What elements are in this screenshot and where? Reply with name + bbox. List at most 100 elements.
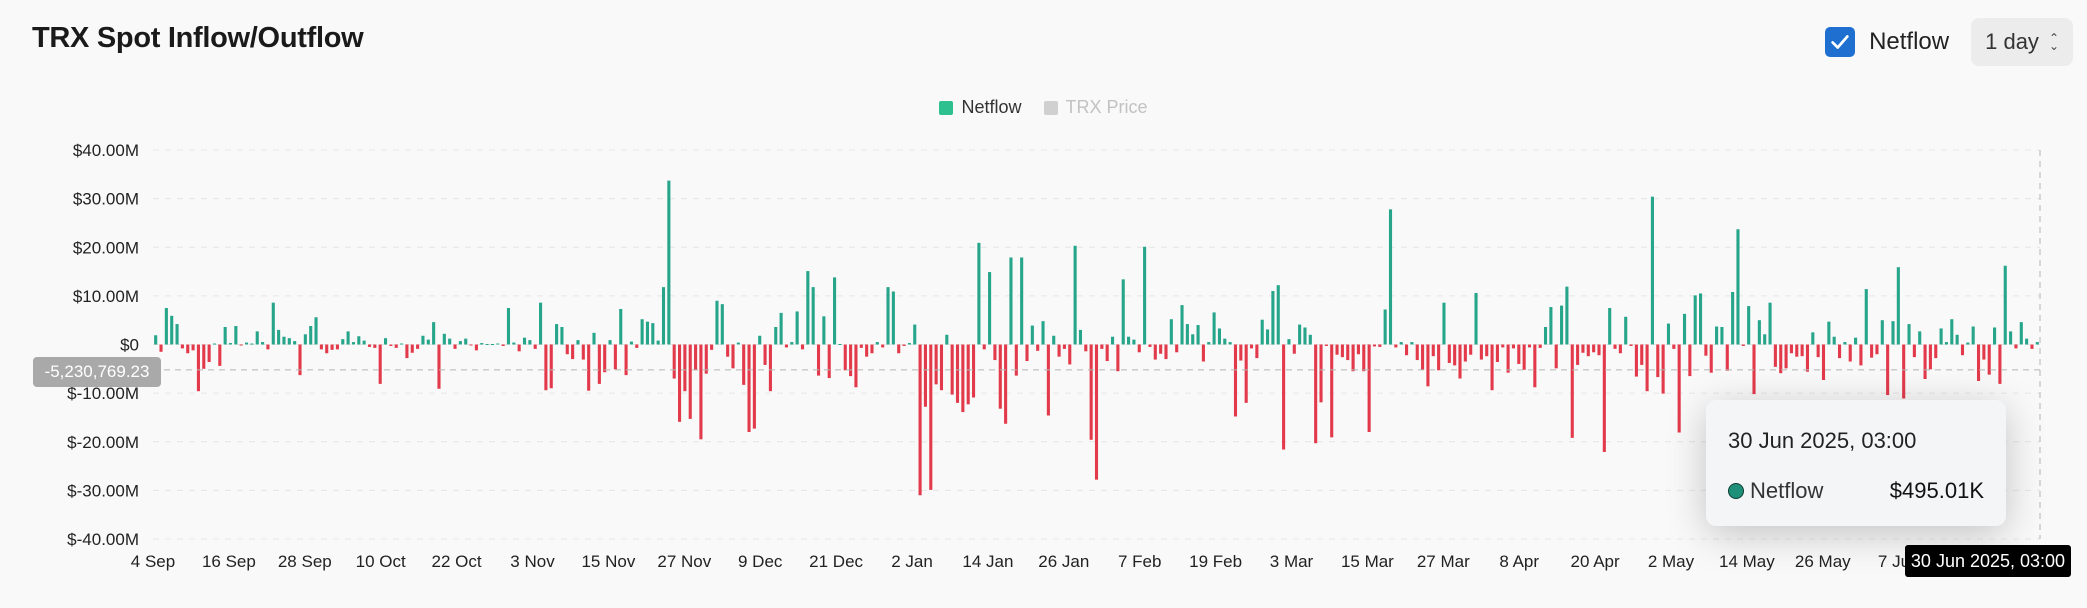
netflow-bar	[1934, 344, 1938, 359]
netflow-bar	[1565, 286, 1569, 345]
netflow-bar	[1356, 344, 1360, 355]
netflow-bar	[854, 344, 858, 388]
netflow-bar	[1426, 344, 1430, 387]
netflow-bar	[1490, 344, 1494, 391]
netflow-bar	[164, 308, 168, 345]
netflow-bar	[635, 344, 639, 348]
netflow-bar	[1944, 342, 1948, 345]
netflow-bar	[1292, 344, 1296, 354]
netflow-bar	[1485, 344, 1489, 357]
netflow-bar	[410, 344, 414, 353]
netflow-bar	[533, 344, 537, 349]
netflow-bar	[421, 335, 425, 345]
x-tick-label: 15 Nov	[581, 552, 635, 571]
netflow-bar	[1340, 344, 1344, 358]
netflow-toggle-label: Netflow	[1869, 28, 1950, 55]
x-tick-label: 26 Jan	[1038, 552, 1089, 571]
netflow-bar	[581, 344, 585, 360]
netflow-bar	[1399, 342, 1403, 345]
netflow-bar	[496, 343, 500, 345]
x-tick-label: 9 Dec	[738, 552, 783, 571]
netflow-bar	[1217, 328, 1221, 345]
netflow-bar	[667, 180, 671, 345]
y-tick-label: $-30.00M	[67, 481, 139, 500]
netflow-bar	[1693, 295, 1697, 345]
netflow-bar	[1116, 344, 1120, 372]
netflow-bar	[1533, 344, 1537, 388]
netflow-bar	[517, 344, 521, 352]
netflow-bar	[758, 335, 762, 345]
netflow-bar	[923, 344, 927, 407]
netflow-bar	[1634, 344, 1638, 377]
netflow-bar	[1303, 327, 1307, 345]
netflow-bar	[1100, 344, 1104, 349]
netflow-bar	[1950, 319, 1954, 345]
netflow-bar	[1009, 257, 1013, 345]
netflow-bar	[1196, 325, 1200, 345]
netflow-bar	[710, 344, 714, 350]
netflow-bar	[1469, 344, 1473, 355]
netflow-bar	[191, 344, 195, 351]
netflow-bar	[1581, 344, 1585, 353]
netflow-bar	[1372, 344, 1377, 347]
netflow-bar	[1410, 342, 1414, 345]
y-tick-label: $-10.00M	[67, 384, 139, 403]
netflow-bar	[1699, 293, 1703, 345]
netflow-bar	[544, 344, 548, 391]
interval-select[interactable]: 1 day ⌃ ⌄	[1971, 18, 2073, 66]
legend-label-netflow: Netflow	[961, 97, 1022, 117]
chart-legend: Netflow TRX Price	[0, 97, 2087, 118]
netflow-bar	[1105, 344, 1109, 362]
netflow-bar	[303, 334, 307, 345]
netflow-bar	[1837, 344, 1842, 359]
netflow-bar	[859, 344, 863, 348]
tooltip-series-dot	[1728, 483, 1744, 499]
netflow-bar	[1191, 334, 1195, 345]
netflow-bar	[1672, 344, 1676, 349]
legend-swatch-trx-price	[1043, 100, 1058, 115]
netflow-bar	[1447, 344, 1451, 363]
netflow-bar	[645, 321, 650, 345]
netflow-bar	[774, 327, 778, 345]
netflow-bar	[1859, 344, 1863, 366]
y-tick-label: $-20.00M	[67, 433, 139, 452]
netflow-bar	[1773, 344, 1777, 367]
netflow-bar	[1661, 344, 1665, 394]
netflow-bar	[1495, 344, 1499, 362]
tooltip-value: $495.01K	[1889, 478, 1984, 503]
netflow-bar	[790, 342, 794, 345]
netflow-bar	[1383, 309, 1387, 345]
netflow-bar	[1976, 344, 1981, 381]
netflow-bar	[1682, 313, 1687, 345]
x-tick-label: 16 Sep	[202, 552, 256, 571]
netflow-bar	[806, 271, 810, 345]
netflow-bar	[490, 344, 494, 346]
netflow-bar	[1875, 344, 1879, 355]
netflow-bar	[1768, 302, 1772, 345]
netflow-bar	[1004, 344, 1008, 424]
netflow-bar	[1779, 344, 1783, 374]
netflow-bar	[891, 291, 895, 345]
y-tick-label: $40.00M	[73, 141, 139, 160]
netflow-bar	[159, 344, 163, 352]
netflow-bar	[1602, 344, 1606, 452]
y-tick-label: $30.00M	[73, 190, 139, 209]
netflow-bar	[1212, 312, 1216, 345]
netflow-bar	[448, 338, 452, 345]
chart-tooltip: 30 Jun 2025, 03:00 Netflow $495.01K	[1706, 400, 2006, 526]
netflow-bar	[1266, 329, 1270, 345]
netflow-bar	[1715, 326, 1719, 345]
netflow-bar	[1554, 344, 1558, 369]
netflow-bar	[512, 342, 516, 345]
netflow-bar	[1137, 344, 1141, 353]
legend-item-trx-price[interactable]: TRX Price	[1043, 97, 1148, 118]
x-tick-label: 7 Feb	[1118, 552, 1161, 571]
netflow-bar	[1506, 344, 1510, 373]
crosshair-x-label: 30 Jun 2025, 03:00	[1905, 545, 2071, 577]
netflow-bar	[528, 340, 532, 345]
netflow-bar	[330, 344, 334, 350]
netflow-bar	[875, 342, 879, 345]
legend-item-netflow[interactable]: Netflow	[939, 97, 1022, 118]
netflow-bar	[1458, 344, 1462, 379]
netflow-checkbox[interactable]	[1825, 27, 1856, 57]
